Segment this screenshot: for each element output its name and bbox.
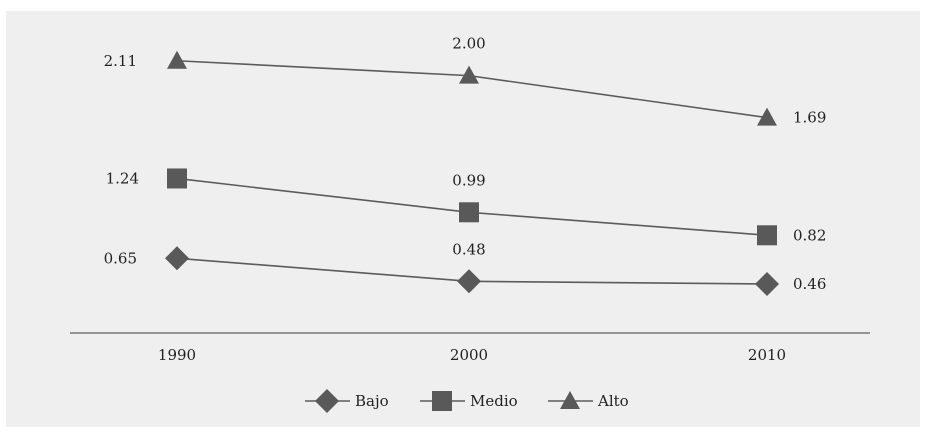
- x-tick-label: 2000: [450, 346, 488, 364]
- data-label-alto: 1.69: [793, 109, 826, 127]
- legend-marker-bajo: [315, 389, 339, 413]
- legend-label-alto: Alto: [597, 392, 629, 410]
- legend-marker-alto: [560, 391, 580, 409]
- data-point-alto: [167, 50, 187, 69]
- x-tick-label: 1990: [158, 346, 196, 364]
- data-label-alto: 2.11: [104, 52, 137, 70]
- data-point-medio: [167, 168, 187, 189]
- legend-label-medio: Medio: [470, 392, 518, 410]
- data-point-bajo: [457, 269, 481, 294]
- data-point-alto: [459, 65, 479, 84]
- data-label-bajo: 0.48: [452, 240, 485, 258]
- x-tick-label: 2010: [748, 346, 786, 364]
- data-point-bajo: [165, 246, 189, 271]
- data-point-medio: [459, 202, 479, 223]
- data-label-medio: 0.99: [452, 171, 485, 189]
- data-label-alto: 2.00: [452, 35, 485, 53]
- data-label-bajo: 0.46: [793, 275, 826, 293]
- data-label-medio: 0.82: [793, 226, 826, 244]
- data-point-alto: [757, 107, 777, 126]
- legend-label-bajo: Bajo: [355, 392, 389, 410]
- series-line-alto: [176, 59, 768, 119]
- data-label-medio: 1.24: [106, 169, 139, 187]
- legend-marker-medio: [432, 391, 452, 411]
- data-point-bajo: [755, 272, 779, 296]
- data-point-medio: [757, 225, 777, 246]
- data-label-bajo: 0.65: [104, 249, 137, 267]
